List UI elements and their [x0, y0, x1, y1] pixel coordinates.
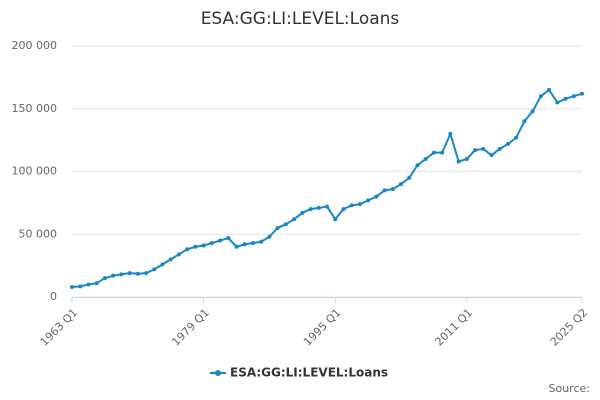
point	[168, 257, 173, 262]
x-tick-label: 1979 Q1	[169, 306, 212, 349]
series-line	[71, 88, 583, 288]
point	[144, 271, 149, 276]
x-tick-label: 2011 Q1	[433, 306, 476, 349]
point	[234, 244, 239, 249]
point	[333, 217, 338, 222]
point	[152, 267, 157, 272]
point	[489, 153, 494, 158]
point	[308, 207, 313, 212]
point	[357, 202, 362, 207]
point	[580, 91, 584, 96]
point	[530, 109, 535, 114]
point	[448, 131, 453, 136]
point	[209, 241, 214, 246]
point	[349, 203, 354, 208]
point	[316, 205, 321, 210]
point	[70, 284, 74, 289]
point	[563, 96, 568, 101]
point	[366, 198, 371, 203]
point	[250, 241, 255, 246]
point	[267, 234, 272, 239]
point	[431, 150, 436, 155]
point	[341, 207, 346, 212]
source: Source:	[549, 382, 591, 395]
point	[497, 146, 502, 151]
point	[242, 242, 247, 247]
point	[119, 272, 124, 277]
point	[94, 281, 99, 286]
point	[522, 119, 527, 124]
y-tick-label: 150 000	[12, 102, 58, 115]
point	[399, 182, 404, 187]
y-tick-label: 200 000	[12, 39, 58, 52]
point	[464, 156, 469, 161]
x-tick-label: 2025 Q2	[548, 306, 591, 349]
y-tick-label: 100 000	[12, 165, 58, 178]
point	[111, 273, 116, 278]
point	[176, 252, 181, 257]
point	[325, 204, 329, 209]
point	[300, 210, 305, 215]
point	[193, 244, 198, 249]
point	[86, 282, 91, 287]
point	[390, 187, 395, 192]
point	[185, 247, 190, 252]
point	[259, 239, 264, 244]
point	[415, 163, 420, 168]
point	[292, 217, 297, 222]
legend-text: ESA:GG:LI:LEVEL:Loans	[230, 366, 388, 380]
point	[423, 156, 428, 161]
point	[275, 225, 280, 230]
point	[160, 262, 165, 267]
point	[218, 238, 223, 243]
point	[374, 194, 379, 199]
point	[481, 146, 486, 151]
point	[102, 276, 107, 281]
y-tick-label: 50 000	[19, 227, 58, 240]
point	[456, 159, 461, 164]
point	[283, 222, 288, 227]
point	[382, 188, 387, 193]
point	[547, 87, 552, 92]
point	[514, 135, 519, 140]
point	[407, 175, 412, 180]
legend-marker	[215, 370, 221, 376]
y-tick-label: 0	[50, 290, 57, 303]
point	[571, 94, 576, 99]
point	[505, 141, 510, 146]
point	[127, 271, 132, 276]
point	[555, 100, 560, 105]
point	[78, 284, 83, 289]
x-tick-label: 1995 Q1	[301, 306, 344, 349]
point	[440, 150, 445, 155]
point	[473, 148, 478, 153]
point	[201, 243, 206, 248]
point	[135, 271, 140, 276]
chart-title: ESA:GG:LI:LEVEL:Loans	[201, 9, 400, 29]
x-tick-label: 1963 Q1	[38, 306, 81, 349]
point	[538, 94, 543, 99]
point	[226, 236, 231, 241]
